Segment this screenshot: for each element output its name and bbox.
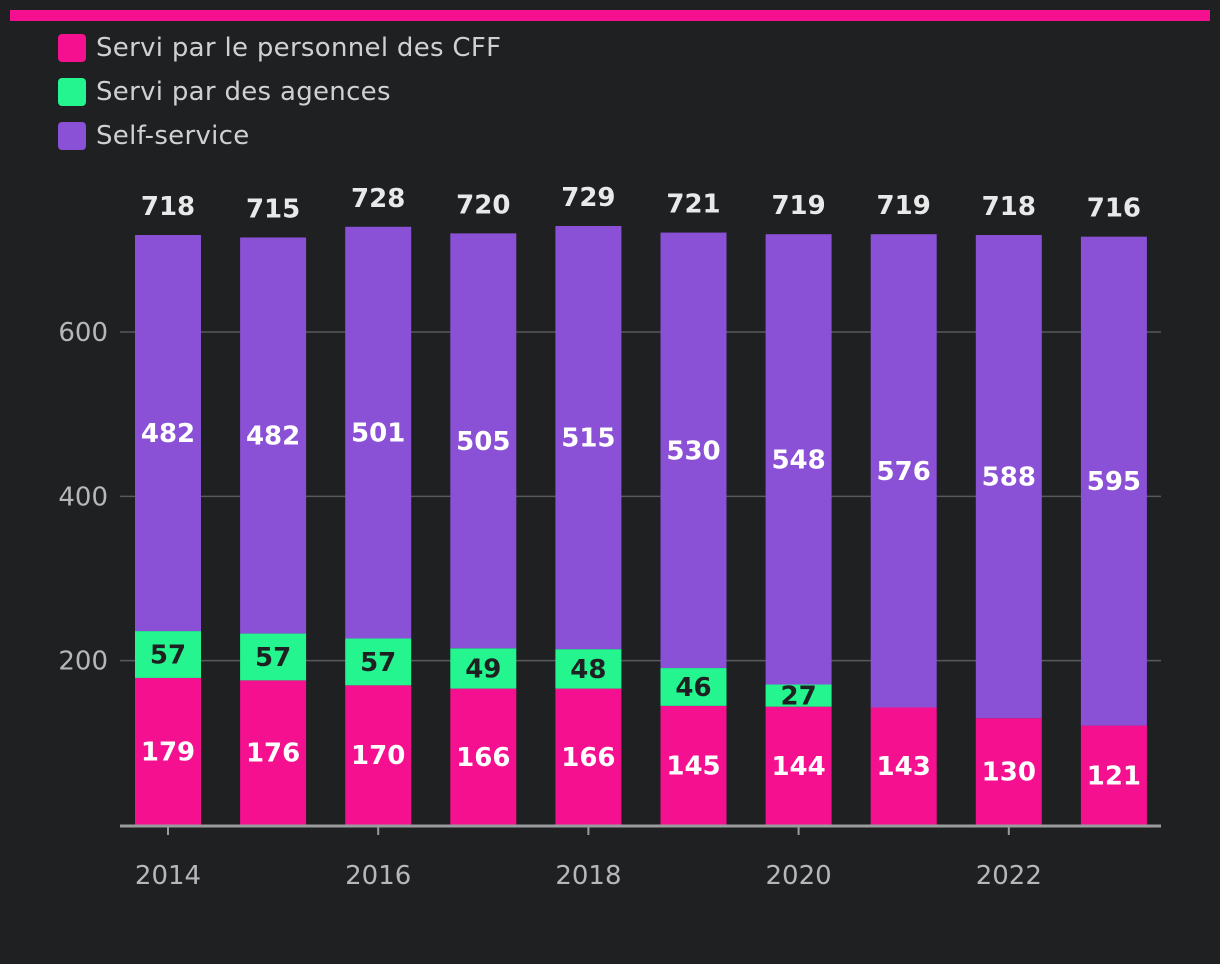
y-tick-label-200: 200 xyxy=(58,647,108,677)
data-label-2023-s0: 121 xyxy=(1087,761,1141,791)
data-label-2015-s1: 57 xyxy=(255,643,291,673)
bar-segment-2019-s0 xyxy=(660,705,727,825)
data-label-2015-s2: 482 xyxy=(246,422,300,452)
total-label-2019: 721 xyxy=(666,190,720,220)
data-label-2019-s0: 145 xyxy=(666,751,720,781)
data-label-2023-s2: 595 xyxy=(1087,467,1141,497)
data-label-2020-s0: 144 xyxy=(771,752,825,782)
bar-segment-2023-s0 xyxy=(1080,725,1147,825)
data-label-2019-s1: 46 xyxy=(675,673,711,703)
x-tick-label-2020: 2020 xyxy=(766,861,832,891)
data-label-2021-s2: 576 xyxy=(877,457,931,487)
data-label-2014-s2: 482 xyxy=(141,419,195,449)
data-label-2014-s0: 179 xyxy=(141,737,195,767)
data-label-2015-s0: 176 xyxy=(246,739,300,769)
data-label-2016-s1: 57 xyxy=(360,648,396,678)
total-label-2015: 715 xyxy=(246,194,300,224)
legend-swatch-agencies xyxy=(58,78,86,106)
data-label-2022-s2: 588 xyxy=(982,463,1036,493)
data-label-2017-s1: 49 xyxy=(465,654,501,684)
data-label-2017-s0: 166 xyxy=(456,743,510,773)
total-label-2023: 716 xyxy=(1087,194,1141,224)
bar-segment-2022-s0 xyxy=(975,718,1042,825)
legend-label-agencies: Servi par des agences xyxy=(96,77,391,107)
x-tick-label-2022: 2022 xyxy=(976,861,1042,891)
x-tick-label-2014: 2014 xyxy=(135,861,201,891)
bar-segment-2018-s0 xyxy=(555,688,622,825)
legend-item-sbb-staff: Servi par le personnel des CFF xyxy=(58,26,501,70)
data-label-2018-s1: 48 xyxy=(570,655,606,685)
bar-segment-2015-s1 xyxy=(240,633,307,681)
total-label-2020: 719 xyxy=(771,191,825,221)
legend: Servi par le personnel des CFF Servi par… xyxy=(58,26,501,158)
legend-label-self-service: Self-service xyxy=(96,121,250,151)
data-label-2020-s1: 27 xyxy=(781,682,817,712)
legend-swatch-sbb-staff xyxy=(58,34,86,62)
bar-segment-2023-s2 xyxy=(1080,236,1147,726)
y-tick-label-600: 600 xyxy=(58,318,108,348)
bar-segment-2017-s1 xyxy=(450,648,517,689)
bar-segment-2022-s2 xyxy=(975,235,1042,719)
data-label-2022-s0: 130 xyxy=(982,758,1036,788)
bar-segment-2018-s1 xyxy=(555,649,622,689)
legend-swatch-self-service xyxy=(58,122,86,150)
bar-segment-2016-s1 xyxy=(345,638,412,686)
total-label-2022: 718 xyxy=(982,192,1036,222)
total-label-2018: 729 xyxy=(561,183,615,213)
bar-segment-2016-s2 xyxy=(345,226,412,639)
data-label-2014-s1: 57 xyxy=(150,640,186,670)
bar-segment-2019-s1 xyxy=(660,668,727,706)
legend-item-agencies: Servi par des agences xyxy=(58,70,501,114)
bar-segment-2014-s2 xyxy=(135,235,201,632)
top-accent-bar xyxy=(10,10,1210,21)
bar-segment-2020-s2 xyxy=(765,234,832,685)
y-tick-label-400: 400 xyxy=(58,482,108,512)
total-label-2016: 728 xyxy=(351,184,405,214)
bar-segment-2017-s0 xyxy=(450,688,517,825)
data-label-2017-s2: 505 xyxy=(456,427,510,457)
bar-segment-2020-s1 xyxy=(765,684,832,707)
bar-segment-2021-s2 xyxy=(870,234,937,708)
x-tick-label-2016: 2016 xyxy=(345,861,411,891)
total-label-2014: 718 xyxy=(141,192,195,222)
bar-segment-2015-s2 xyxy=(240,237,307,634)
bar-segment-2021-s0 xyxy=(870,707,937,825)
data-label-2021-s0: 143 xyxy=(877,752,931,782)
bar-segment-2017-s2 xyxy=(450,233,517,649)
total-label-2021: 719 xyxy=(877,191,931,221)
data-label-2019-s2: 530 xyxy=(666,436,720,466)
bar-segment-2015-s0 xyxy=(240,680,307,825)
data-label-2018-s0: 166 xyxy=(561,743,615,773)
bar-segment-2014-s0 xyxy=(135,677,201,825)
bar-segment-2018-s2 xyxy=(555,225,622,650)
x-tick-label-2018: 2018 xyxy=(555,861,621,891)
data-label-2020-s2: 548 xyxy=(771,445,825,475)
bar-segment-2016-s0 xyxy=(345,685,412,825)
data-label-2018-s2: 515 xyxy=(561,424,615,454)
legend-item-self-service: Self-service xyxy=(58,114,501,158)
bar-segment-2014-s1 xyxy=(135,631,201,678)
data-label-2016-s2: 501 xyxy=(351,419,405,449)
bar-segment-2020-s0 xyxy=(765,706,832,825)
bar-segment-2019-s2 xyxy=(660,232,727,669)
data-label-2016-s0: 170 xyxy=(351,741,405,771)
legend-label-sbb-staff: Servi par le personnel des CFF xyxy=(96,33,502,63)
total-label-2017: 720 xyxy=(456,190,510,220)
